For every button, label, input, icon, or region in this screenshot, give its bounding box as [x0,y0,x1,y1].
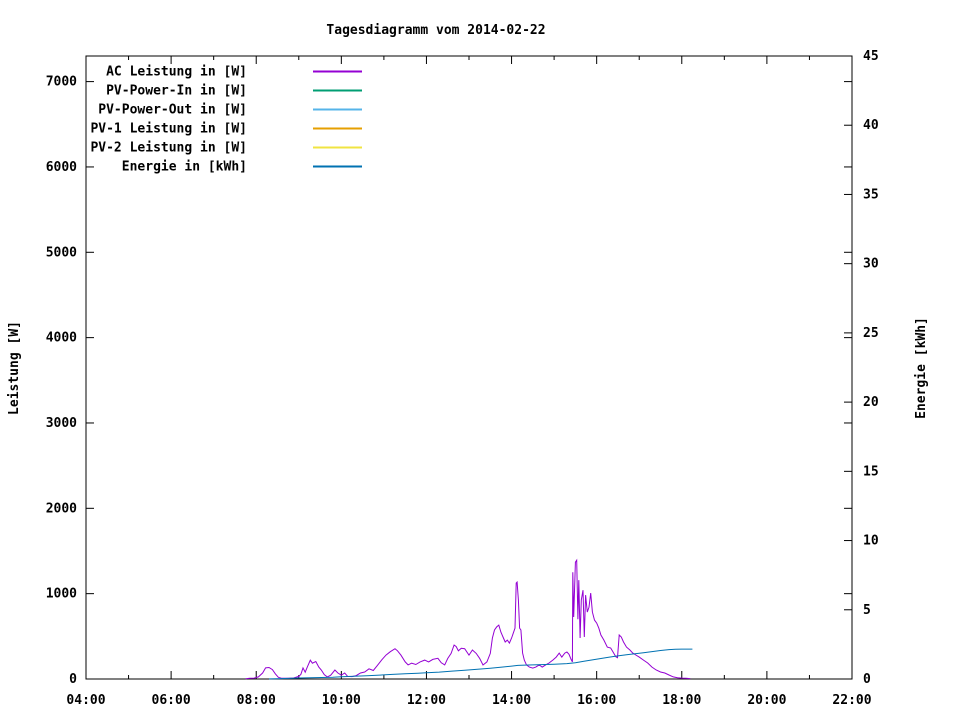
y1-axis-label: Leistung [W] [7,321,22,415]
svg-text:10:00: 10:00 [322,693,361,708]
svg-text:30: 30 [863,257,879,272]
svg-text:40: 40 [863,118,879,133]
svg-text:22:00: 22:00 [832,693,871,708]
svg-text:7000: 7000 [46,75,77,90]
svg-text:20:00: 20:00 [747,693,786,708]
svg-text:3000: 3000 [46,416,77,431]
svg-text:08:00: 08:00 [237,693,276,708]
svg-text:5: 5 [863,603,871,618]
y1-axis-ticks: 0 1000 2000 3000 4000 5000 6000 7000 [46,75,852,687]
svg-text:1000: 1000 [46,587,77,602]
svg-text:2000: 2000 [46,501,77,516]
svg-text:04:00: 04:00 [66,693,105,708]
svg-text:5000: 5000 [46,245,77,260]
x-axis-ticks: 04:00 06:00 08:00 10:00 12:00 14:00 16:00 18:00… [66,56,872,708]
svg-text:PV-Power-Out in [W]: PV-Power-Out in [W] [98,103,247,118]
svg-text:12:00: 12:00 [407,693,446,708]
svg-text:14:00: 14:00 [492,693,531,708]
svg-text:PV-1 Leistung in [W]: PV-1 Leistung in [W] [90,122,247,137]
svg-text:25: 25 [863,326,879,341]
svg-text:0: 0 [863,672,871,687]
svg-text:6000: 6000 [46,160,77,175]
svg-text:16:00: 16:00 [577,693,616,708]
svg-text:20: 20 [863,395,879,410]
svg-text:15: 15 [863,464,879,479]
svg-text:AC Leistung in [W]: AC Leistung in [W] [106,65,247,80]
svg-text:Energie in [kWh]: Energie in [kWh] [122,160,247,175]
svg-text:10: 10 [863,534,879,549]
series-0 [245,558,691,680]
series-5 [268,648,693,680]
legend: AC Leistung in [W] PV-Power-In in [W] PV-P… [90,65,362,175]
svg-text:0: 0 [69,672,77,687]
svg-text:35: 35 [863,187,879,202]
svg-text:45: 45 [863,49,879,64]
chart-title: Tagesdiagramm vom 2014-02-22 [326,23,545,38]
svg-text:PV-Power-In in [W]: PV-Power-In in [W] [106,84,247,99]
y2-axis-ticks: 0 5 10 15 20 25 30 35 40 45 [844,49,879,687]
svg-text:4000: 4000 [46,331,77,346]
svg-text:06:00: 06:00 [152,693,191,708]
svg-text:PV-2 Leistung in [W]: PV-2 Leistung in [W] [90,141,247,156]
y2-axis-label: Energie [kWh] [914,317,929,419]
svg-text:18:00: 18:00 [662,693,701,708]
